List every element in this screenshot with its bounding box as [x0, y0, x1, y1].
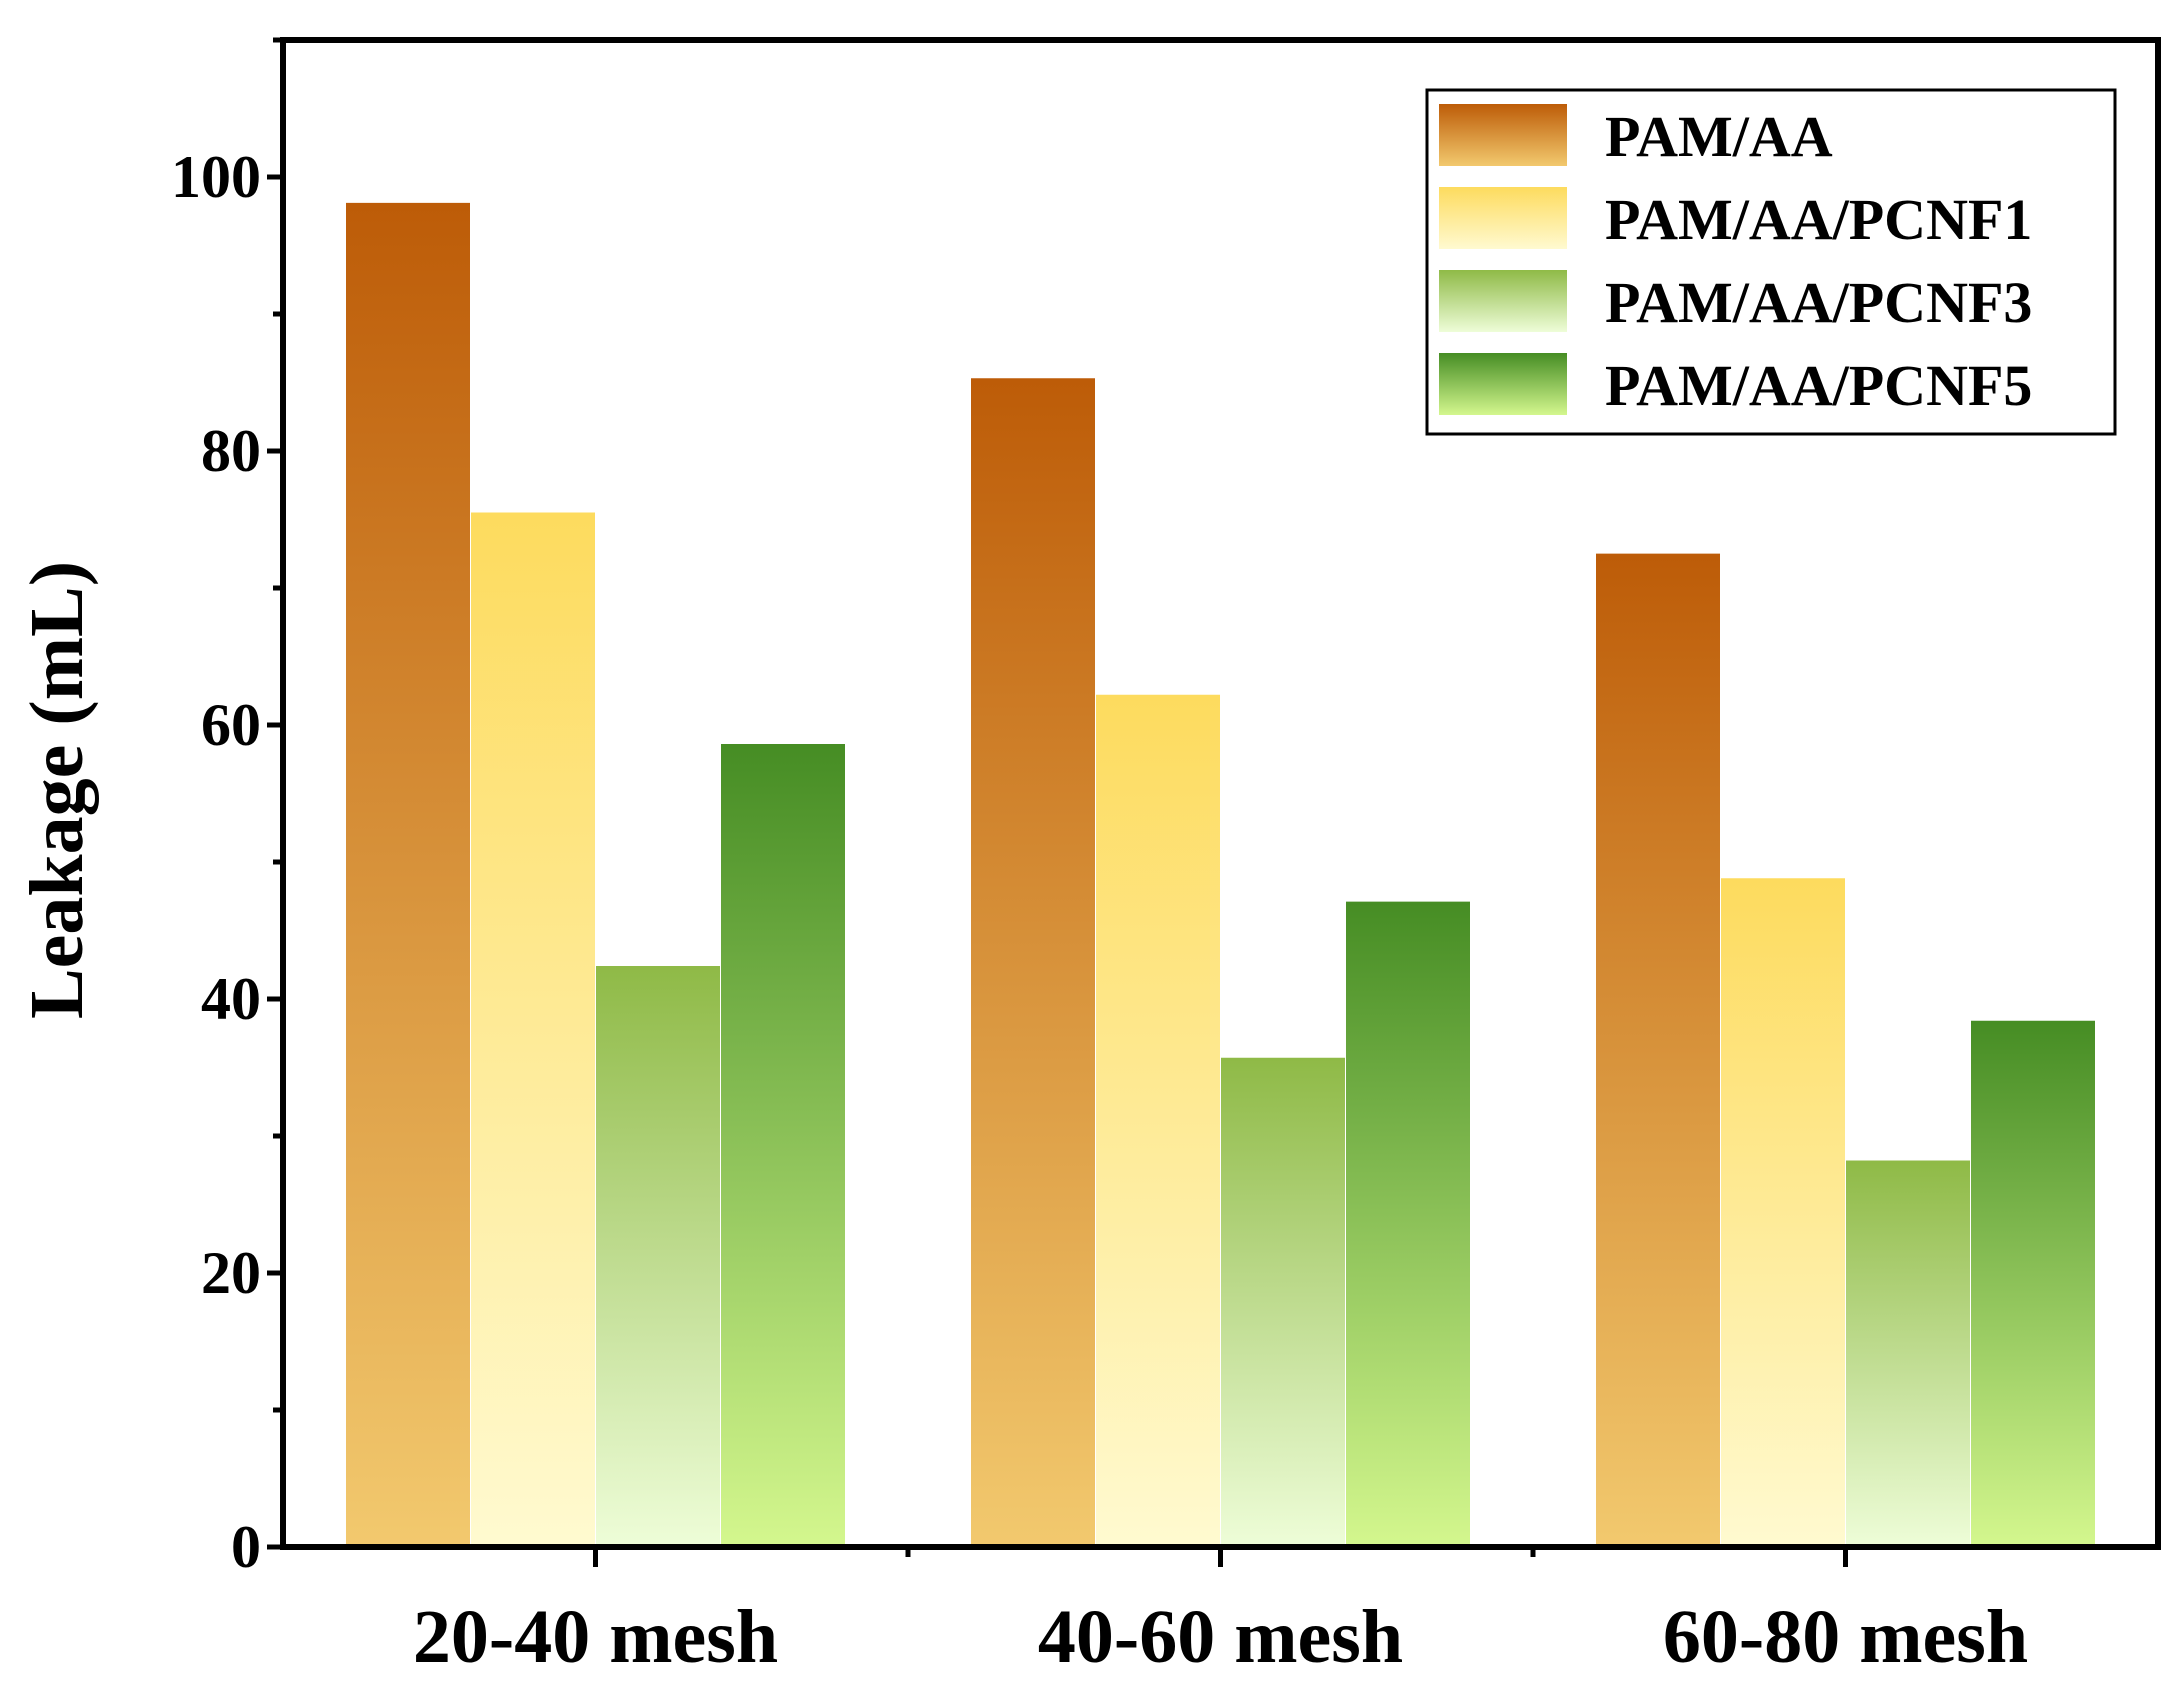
legend-label-1: PAM/AA [1605, 104, 1833, 169]
bar-4-3 [1971, 1022, 2095, 1547]
x-tick-label: 60-80 mesh [1663, 1595, 2028, 1679]
legend-label-2: PAM/AA/PCNF1 [1605, 187, 2032, 252]
y-tick-label: 100 [171, 144, 261, 210]
bar-4-2 [1346, 903, 1470, 1547]
axes-layer: 0 20 40 60 80 100 20-40 mesh 40-60 mesh 60-80 me… [171, 37, 2161, 1679]
bar-2-1 [471, 514, 595, 1547]
bar-2-3 [1721, 879, 1845, 1547]
legend-label-4: PAM/AA/PCNF5 [1605, 353, 2032, 418]
legend-label-3: PAM/AA/PCNF3 [1605, 270, 2032, 335]
bar-1-2 [971, 379, 1095, 1547]
bar-1-1 [346, 204, 470, 1547]
y-tick-label: 40 [201, 966, 261, 1032]
x-tick-label: 40-60 mesh [1038, 1595, 1403, 1679]
legend-swatch-1 [1439, 104, 1567, 166]
bar-4-1 [721, 745, 845, 1547]
y-tick-label: 0 [231, 1514, 261, 1580]
x-tick-label: 20-40 mesh [413, 1595, 778, 1679]
bars-layer [346, 202, 2095, 1547]
y-tick-label: 60 [201, 692, 261, 758]
legend-swatch-2 [1439, 187, 1567, 249]
bar-3-3 [1846, 1162, 1970, 1547]
legend: PAM/AA PAM/AA/PCNF1 PAM/AA/PCNF3 PAM/AA/PCN… [1425, 88, 2117, 436]
bar-3-1 [596, 967, 720, 1547]
legend-swatch-3 [1439, 270, 1567, 332]
bar-1-3 [1596, 555, 1720, 1547]
bar-3-2 [1221, 1059, 1345, 1547]
bar-2-2 [1096, 696, 1220, 1547]
y-tick-label: 20 [201, 1240, 261, 1306]
y-axis-label: Leakage (mL) [15, 561, 99, 1019]
legend-swatch-4 [1439, 353, 1567, 415]
y-tick-label: 80 [201, 418, 261, 484]
